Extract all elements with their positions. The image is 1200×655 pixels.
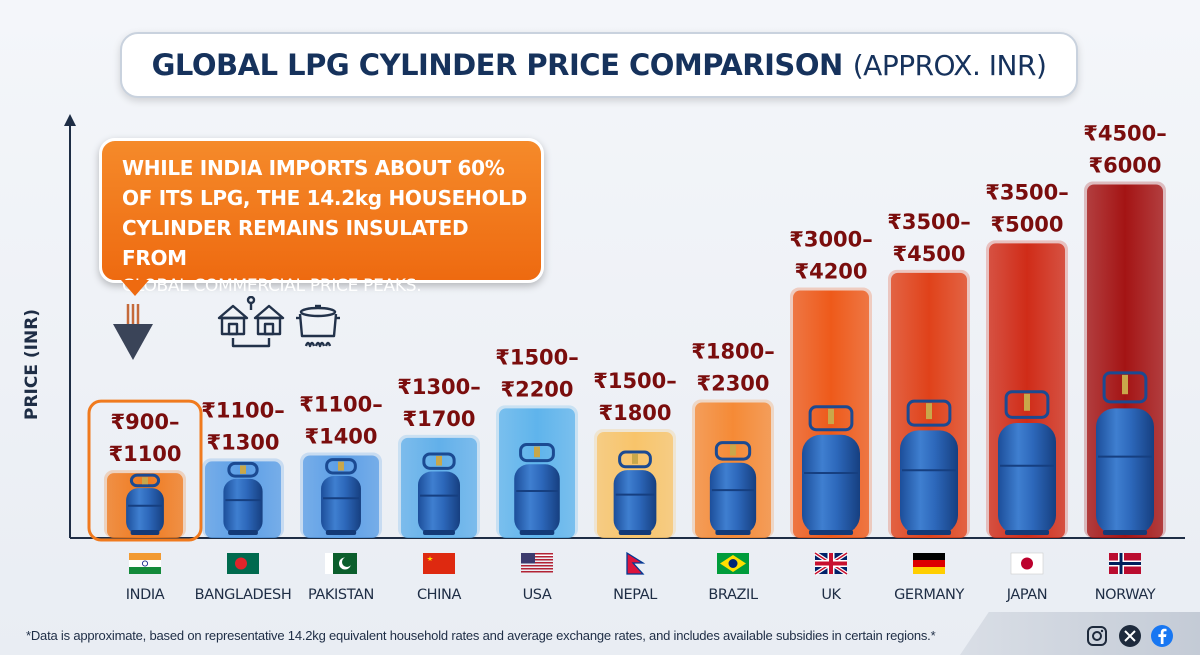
y-axis-label: PRICE (INR) — [22, 308, 42, 420]
flag-norway — [1109, 553, 1141, 574]
price-label-top-nepal: ₹1500– — [593, 369, 677, 393]
flag-japan — [1010, 552, 1044, 575]
x-icon[interactable] — [1118, 624, 1142, 648]
price-label-bottom-china: ₹1700 — [402, 407, 475, 431]
country-label-germany: GERMANY — [894, 587, 964, 603]
price-label-top-uk: ₹3000– — [789, 228, 873, 252]
cooking-pot-icon — [296, 304, 340, 348]
cylinder-icon-norway — [1096, 371, 1154, 535]
price-label-top-india: ₹900– — [111, 410, 180, 434]
cylinder-icon-china — [417, 452, 461, 535]
cylinder-icon-usa — [514, 443, 560, 535]
cylinder-icon-germany — [900, 399, 958, 535]
flag-germany — [913, 553, 945, 574]
price-label-top-germany: ₹3500– — [887, 210, 971, 234]
price-label-bottom-usa: ₹2200 — [500, 377, 573, 401]
country-label-norway: NORWAY — [1095, 587, 1156, 603]
chart-title-unit: (APPROX. INR) — [852, 48, 1047, 82]
chart-title: GLOBAL LPG CYLINDER PRICE COMPARISON — [151, 48, 844, 82]
country-label-japan: JAPAN — [1006, 587, 1048, 603]
callout-line-3: CYLINDER REMAINS INSULATED FROM — [122, 216, 469, 270]
footnote: *Data is approximate, based on represent… — [26, 628, 936, 643]
price-label-top-bangladesh: ₹1100– — [201, 398, 285, 422]
country-label-nepal: NEPAL — [613, 587, 657, 603]
callout-line-2: OF ITS LPG, THE 14.2kg HOUSEHOLD — [122, 186, 527, 210]
title-box: GLOBAL LPG CYLINDER PRICE COMPARISON (AP… — [120, 32, 1078, 98]
cylinder-icon-pakistan — [321, 458, 361, 535]
cylinder-icon-brazil — [709, 441, 757, 535]
price-label-bottom-germany: ₹4500 — [892, 242, 965, 266]
cylinder-icon-nepal — [613, 450, 657, 535]
flag-usa — [521, 553, 553, 573]
price-label-bottom-uk: ₹4200 — [794, 260, 867, 284]
price-label-top-usa: ₹1500– — [495, 345, 579, 369]
cylinder-icon-bangladesh — [223, 461, 263, 535]
flag-bangladesh — [227, 553, 259, 574]
price-label-bottom-pakistan: ₹1400 — [304, 425, 377, 449]
price-label-top-pakistan: ₹1100– — [299, 393, 383, 417]
price-label-bottom-norway: ₹6000 — [1088, 153, 1161, 177]
callout-line-1: WHILE INDIA IMPORTS ABOUT 60% — [122, 156, 505, 180]
flag-uk — [813, 551, 849, 576]
cylinder-icon-uk — [802, 405, 860, 535]
y-axis-arrow — [64, 114, 76, 126]
price-label-top-norway: ₹4500– — [1083, 121, 1167, 145]
country-label-uk: UK — [821, 587, 841, 603]
callout-tail — [121, 280, 149, 296]
price-label-bottom-nepal: ₹1800 — [598, 401, 671, 425]
facebook-icon[interactable] — [1150, 624, 1174, 648]
country-label-china: CHINA — [417, 587, 462, 603]
callout-line-4: GLOBAL COMMERCIAL PRICE PEAKS. — [122, 276, 422, 296]
price-label-bottom-india: ₹1100 — [108, 442, 181, 466]
houses-network-icon — [217, 296, 285, 348]
cylinder-icon-japan — [998, 390, 1056, 535]
price-label-bottom-japan: ₹5000 — [990, 212, 1063, 236]
country-label-usa: USA — [523, 587, 552, 603]
flag-pakistan — [325, 553, 357, 574]
price-label-bottom-bangladesh: ₹1300 — [206, 430, 279, 454]
flag-china — [423, 553, 455, 574]
callout-box: WHILE INDIA IMPORTS ABOUT 60% OF ITS LPG… — [99, 138, 544, 296]
country-label-bangladesh: BANGLADESH — [195, 587, 292, 603]
country-label-pakistan: PAKISTAN — [308, 587, 374, 603]
price-label-top-brazil: ₹1800– — [691, 339, 775, 363]
price-label-bottom-brazil: ₹2300 — [696, 371, 769, 395]
flag-nepal — [626, 551, 646, 575]
down-arrow-icon — [113, 304, 153, 360]
price-label-top-china: ₹1300– — [397, 375, 481, 399]
cylinder-icon-india — [126, 473, 164, 535]
price-label-top-japan: ₹3500– — [985, 180, 1069, 204]
country-label-brazil: BRAZIL — [708, 587, 758, 603]
flag-india — [129, 553, 161, 574]
highlight-frame-india — [87, 399, 203, 542]
instagram-icon[interactable] — [1085, 624, 1109, 648]
flag-brazil — [717, 553, 749, 574]
country-label-india: INDIA — [126, 587, 165, 603]
